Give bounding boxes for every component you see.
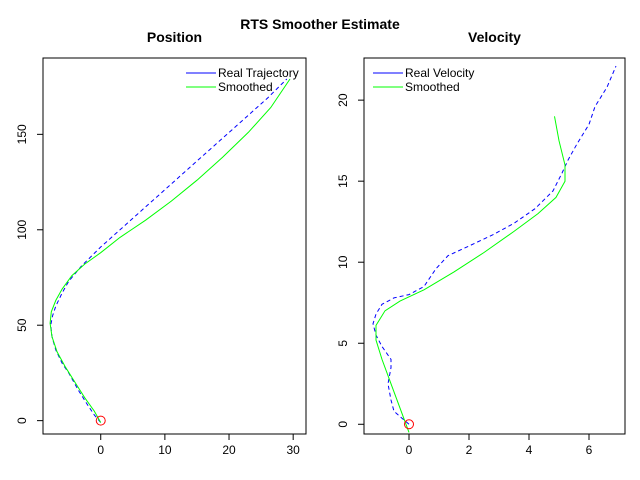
position-panel-title: Position bbox=[147, 29, 202, 45]
velocity-x-tick-label: 2 bbox=[466, 443, 473, 457]
position-x-tick-label: 30 bbox=[286, 443, 300, 457]
velocity-start-marker bbox=[404, 419, 414, 430]
velocity-legend-label: Real Velocity bbox=[405, 66, 474, 80]
position-y-tick-label: 100 bbox=[15, 219, 29, 239]
velocity-series-smoothed bbox=[375, 116, 566, 433]
position-panel: Position 0 10 20 30 0 50 100 150 Real TrajectoryS… bbox=[15, 29, 307, 457]
figure-title: RTS Smoother Estimate bbox=[240, 16, 400, 32]
position-x-tick-label: 10 bbox=[158, 443, 172, 457]
velocity-series-real-velocity bbox=[372, 65, 617, 425]
velocity-legend-label: Smoothed bbox=[405, 80, 460, 94]
velocity-y-tick-label: 15 bbox=[336, 174, 350, 188]
position-legend-label: Smoothed bbox=[218, 80, 273, 94]
position-plot-frame bbox=[42, 57, 307, 435]
velocity-plot-frame bbox=[363, 57, 626, 435]
velocity-panel: Velocity 0 2 4 6 0 5 10 15 20 Real VelocitySmoothe… bbox=[336, 29, 626, 457]
velocity-x-tick-label: 6 bbox=[586, 443, 593, 457]
velocity-y-tick-label: 0 bbox=[336, 421, 350, 428]
velocity-x-tick-label: 0 bbox=[406, 443, 413, 457]
position-series-real-trajectory bbox=[50, 78, 288, 423]
velocity-x-tick-label: 4 bbox=[526, 443, 533, 457]
velocity-y-tick-label: 10 bbox=[336, 255, 350, 269]
position-y-tick-label: 50 bbox=[15, 318, 29, 332]
position-start-marker bbox=[95, 415, 106, 426]
position-y-tick-label: 150 bbox=[15, 124, 29, 144]
position-x-tick-label: 0 bbox=[97, 443, 104, 457]
velocity-panel-title: Velocity bbox=[468, 29, 521, 45]
position-y-tick-label: 0 bbox=[15, 417, 29, 424]
velocity-y-tick-label: 5 bbox=[336, 340, 350, 347]
position-x-tick-label: 20 bbox=[222, 443, 236, 457]
velocity-y-tick-label: 20 bbox=[336, 93, 350, 107]
position-series-smoothed bbox=[49, 78, 291, 423]
position-legend-label: Real Trajectory bbox=[218, 66, 299, 80]
